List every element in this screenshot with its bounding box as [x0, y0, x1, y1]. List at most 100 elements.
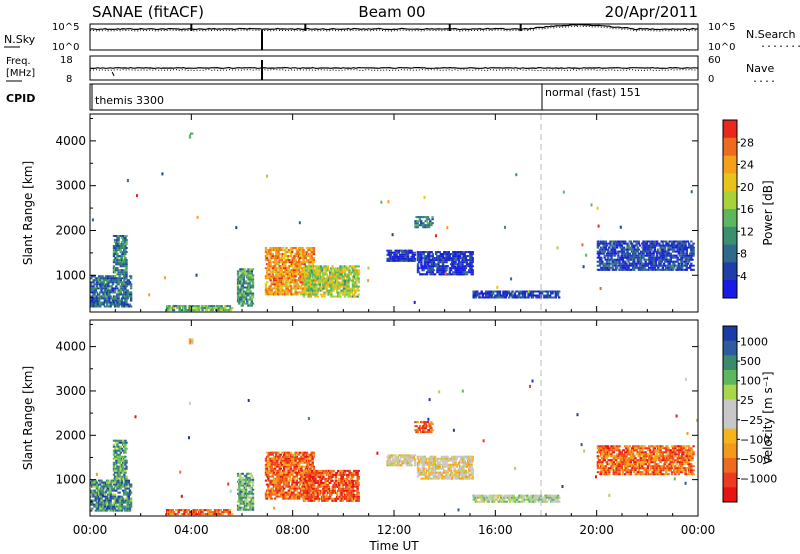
scatter-cell — [303, 253, 306, 256]
scatter-cell — [659, 262, 662, 265]
scatter-cell — [110, 479, 113, 482]
scatter-cell — [297, 485, 301, 488]
scatter-cell — [417, 271, 421, 274]
scatter-cell — [649, 268, 652, 271]
scatter-cell — [188, 136, 192, 139]
scatter-cell — [330, 293, 333, 296]
scatter-cell — [295, 489, 298, 492]
scatter-cell — [119, 487, 122, 490]
scatter-cell — [241, 270, 244, 273]
scatter-cell — [421, 265, 424, 268]
scatter-cell — [91, 507, 94, 510]
scatter-cell — [425, 255, 429, 258]
scatter-cell — [120, 509, 124, 512]
scatter-cell — [286, 287, 289, 290]
scatter-cell — [265, 263, 269, 266]
scatter-cell — [279, 459, 282, 462]
scatter-cell — [250, 300, 253, 303]
scatter-cell — [283, 483, 286, 486]
scatter-cell — [243, 286, 247, 289]
scatter-cell — [96, 305, 100, 308]
scatter-cell — [457, 269, 461, 272]
scatter-cell — [273, 473, 277, 476]
scatter-cell — [285, 457, 288, 460]
scatter-cell — [302, 261, 305, 264]
scatter-cell — [291, 497, 294, 500]
scatter-cell — [239, 280, 242, 283]
scatter-cell — [94, 303, 97, 306]
scatter-cell — [113, 261, 117, 264]
scatter-cell — [265, 255, 269, 258]
scatter-cell — [427, 263, 430, 266]
scatter-cell — [303, 451, 306, 454]
scatter-cell — [116, 277, 119, 280]
scatter-cell — [117, 235, 120, 237]
scatter-cell — [191, 307, 194, 310]
scatter-cell — [116, 301, 119, 304]
scatter-cell — [343, 291, 347, 294]
scatter-cell — [113, 469, 117, 472]
scatter-cell — [650, 242, 653, 245]
scatter-cell — [280, 283, 284, 286]
scatter-cell — [630, 244, 634, 247]
scatter-cell — [646, 250, 650, 253]
scatter-cell — [633, 260, 636, 263]
scatter-cell — [108, 293, 111, 296]
cpid-panel-frame — [89, 83, 699, 111]
scatter-cell — [265, 493, 269, 496]
scatter-cell — [90, 303, 93, 306]
scatter-cell — [242, 488, 245, 491]
scatter-cell — [121, 289, 125, 292]
scatter-cell — [287, 271, 290, 274]
scatter-cell — [650, 248, 653, 251]
scatter-cell — [626, 242, 629, 245]
scatter-cell — [175, 305, 178, 308]
scatter-cell — [273, 477, 277, 480]
scatter-cell — [119, 441, 122, 444]
scatter-cell — [640, 260, 643, 263]
scatter-cell — [276, 477, 279, 480]
scatter-cell — [94, 479, 97, 482]
scatter-cell — [481, 294, 485, 297]
scatter-cell — [191, 342, 194, 345]
scatter-cell — [268, 489, 271, 492]
scatter-cell — [606, 256, 610, 259]
scatter-cell — [248, 490, 251, 493]
scatter-cell — [316, 291, 319, 294]
scatter-cell — [465, 261, 469, 264]
scatter-cell — [596, 246, 600, 249]
scatter-cell — [303, 283, 307, 286]
scatter-cell — [642, 254, 645, 257]
scatter-cell — [449, 267, 453, 270]
scatter-cell — [303, 285, 307, 288]
scatter-cell — [308, 261, 311, 264]
colorbar-tick-label: 20 — [740, 181, 754, 194]
scatter-cell — [317, 281, 320, 284]
scatter-cell — [335, 289, 339, 292]
scatter-cell — [510, 292, 513, 295]
scatter-cell — [272, 463, 276, 466]
scatter-cell — [645, 242, 649, 245]
scatter-cell — [121, 465, 125, 468]
scatter-cell — [303, 267, 307, 270]
power-ylabel: Slant Range [km] — [21, 161, 35, 265]
scatter-cell — [265, 275, 269, 278]
scatter-cell — [112, 279, 116, 282]
scatter-cell — [121, 489, 125, 492]
scatter-cell — [273, 457, 277, 460]
scatter-cell — [295, 281, 298, 284]
scatter-cell — [515, 296, 519, 299]
scatter-cell — [113, 447, 117, 450]
scatter-cell — [357, 277, 360, 280]
scatter-cell — [603, 254, 606, 257]
scatter-cell — [104, 501, 108, 504]
scatter-dot — [444, 271, 447, 275]
scatter-cell — [649, 252, 652, 255]
scatter-cell — [242, 294, 245, 297]
scatter-cell — [678, 254, 682, 257]
scatter-cell — [197, 309, 201, 312]
scatter-cell — [325, 287, 328, 290]
scatter-cell — [120, 479, 124, 482]
scatter-cell — [438, 265, 441, 268]
scatter-cell — [301, 279, 304, 282]
